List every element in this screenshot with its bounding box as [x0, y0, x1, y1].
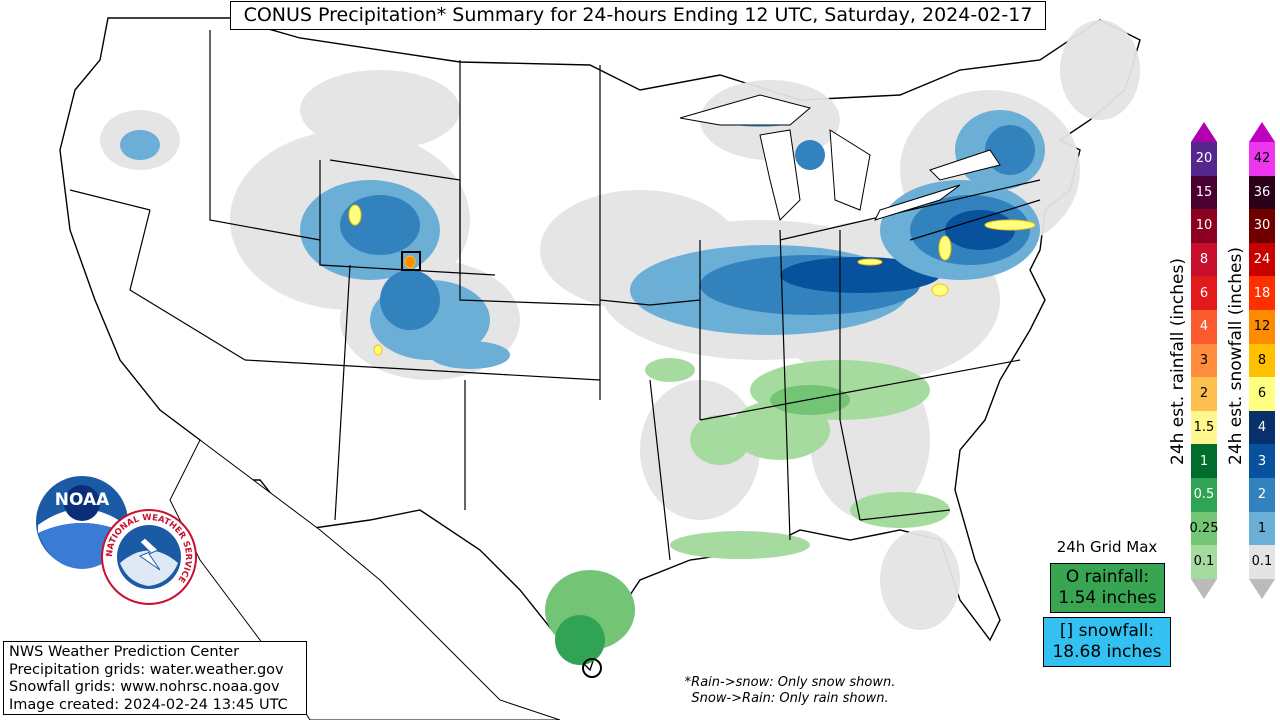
snow-colorbar-level: 4: [1249, 410, 1275, 445]
state-borders: [69, 30, 1041, 561]
footnote-line: *Rain->snow: Only snow shown.: [684, 675, 896, 690]
snow-scale-label: 24h est. snowfall (inches): [1226, 247, 1246, 465]
rain-colorbar-level: 1.5: [1191, 410, 1217, 445]
snow-colorbar-level: 0.1: [1249, 545, 1275, 579]
rain-colorbar-level: 20: [1191, 142, 1217, 176]
rainfall-max-marker: [582, 658, 602, 678]
grid-max-snowfall-value: 18.68 inches: [1052, 642, 1162, 662]
nws-logo: NATIONAL WEATHER SERVICE: [101, 509, 197, 605]
rain-colorbar-level: 8: [1191, 242, 1217, 277]
snow-colorbar-level: 24: [1249, 242, 1275, 277]
rain-colorbar-level: 3: [1191, 343, 1217, 378]
snow-colorbar-level: 2: [1249, 477, 1275, 512]
snow-colorbar-level: 6: [1249, 377, 1275, 411]
grid-max-snowfall-label: [] snowfall:: [1059, 621, 1155, 641]
rain-colorbar-level: 2: [1191, 377, 1217, 411]
snow-colorbar-top-arrow: [1249, 122, 1275, 142]
rain-colorbar-level: 0.1: [1191, 545, 1217, 579]
credit-line: Image created: 2024-02-24 13:45 UTC: [9, 696, 288, 713]
heavy-snow-areas: [348, 204, 1036, 356]
footnote-line: Snow->Rain: Only rain shown.: [691, 691, 889, 706]
snow-colorbar-level: 42: [1249, 142, 1275, 176]
snow-colorbar-level: 8: [1249, 343, 1275, 378]
credit-line: Snowfall grids: www.nohrsc.noaa.gov: [9, 679, 280, 695]
noaa-logo-text: NOAA: [55, 490, 110, 510]
map-title: CONUS Precipitation* Summary for 24-hour…: [230, 1, 1046, 30]
snowfall-max-marker: [401, 251, 421, 271]
snow-colorbar-bottom-arrow: [1249, 578, 1275, 599]
noaa-logo: NOAA: [34, 474, 130, 570]
rain-colorbar-level: 15: [1191, 175, 1217, 210]
footnote: *Rain->snow: Only snow shown. Snow->Rain…: [640, 675, 940, 707]
rain-colorbar-level: 10: [1191, 209, 1217, 243]
rain-colorbar-level: 6: [1191, 276, 1217, 310]
rain-scale-label: 24h est. rainfall (inches): [1168, 258, 1188, 465]
rain-colorbar-level: 1: [1191, 444, 1217, 478]
credits-box: NWS Weather Prediction Center Precipitat…: [3, 641, 307, 715]
snow-colorbar-level: 3: [1249, 444, 1275, 478]
rain-colorbar-level: 0.25: [1190, 511, 1218, 546]
grid-max-heading: 24h Grid Max: [1056, 538, 1158, 556]
credit-line: NWS Weather Prediction Center: [9, 644, 240, 660]
snow-colorbar-level: 12: [1249, 309, 1275, 344]
rain-colorbar: 20 15 10 8 6 4 3 2 1.5 1 0.5 0.25 0.1: [1190, 122, 1218, 599]
credit-line: Precipitation grids: water.weather.gov: [9, 661, 284, 678]
grid-max-snowfall-box: [] snowfall: 18.68 inches: [1043, 617, 1171, 667]
snow-colorbar-level: 36: [1249, 175, 1275, 210]
snow-colorbar: 42 36 30 24 18 12 8 6 4 3 2 1 0.1: [1249, 122, 1275, 599]
rain-colorbar-top-arrow: [1191, 122, 1217, 142]
rain-colorbar-level: 0.5: [1191, 477, 1217, 512]
great-lakes: [679, 94, 1001, 221]
snow-colorbar-level: 30: [1249, 209, 1275, 243]
rain-areas: [545, 358, 950, 665]
grid-max-rainfall-box: O rainfall: 1.54 inches: [1050, 563, 1165, 613]
snow-colorbar-level: 18: [1249, 276, 1275, 310]
snow-colorbar-level: 1: [1249, 511, 1275, 546]
rain-colorbar-bottom-arrow: [1191, 578, 1217, 599]
grid-max-rainfall-label: O rainfall:: [1065, 567, 1150, 587]
rain-colorbar-level: 4: [1191, 309, 1217, 344]
grid-max-rainfall-value: 1.54 inches: [1058, 588, 1157, 608]
